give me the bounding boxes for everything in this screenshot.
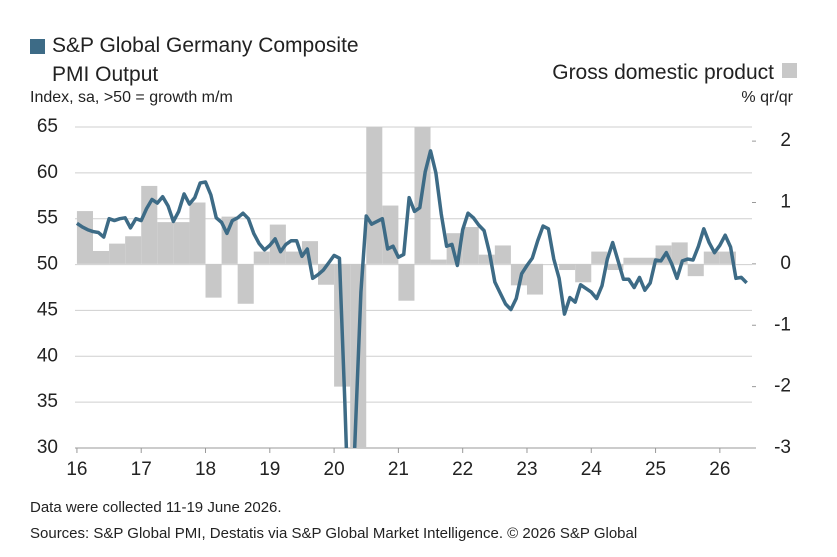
- x-tick-label: 26: [709, 459, 730, 480]
- x-tick-label: 19: [259, 459, 280, 480]
- bar: [623, 257, 640, 264]
- bar: [285, 251, 302, 264]
- bar: [591, 251, 608, 264]
- x-tick-label: 25: [645, 459, 666, 480]
- bar: [398, 263, 415, 301]
- bar: [607, 263, 624, 271]
- bar: [76, 211, 94, 264]
- x-tick-label: 17: [131, 459, 152, 480]
- bar: [125, 236, 142, 264]
- legend-label: Gross domestic product: [552, 61, 774, 84]
- bar: [157, 222, 174, 264]
- x-tick-label: 16: [66, 459, 87, 480]
- x-tick-label: 23: [516, 459, 537, 480]
- legend-item: Gross domestic product: [552, 59, 797, 87]
- y-tick-label: 40: [37, 345, 58, 366]
- y-tick-label: 35: [37, 391, 58, 412]
- bar: [462, 227, 479, 264]
- x-tick-label: 24: [581, 459, 603, 480]
- bar: [173, 222, 190, 264]
- bar: [109, 243, 126, 264]
- bar: [575, 263, 592, 283]
- bar: [559, 263, 576, 271]
- bar: [205, 263, 222, 298]
- bar: [639, 257, 656, 264]
- x-tick-label: 20: [324, 459, 345, 480]
- bar: [526, 263, 544, 295]
- y2-axis-label: % qr/qr: [741, 89, 793, 106]
- legend-swatch: [782, 63, 797, 78]
- y2-tick-label: -2: [774, 376, 791, 397]
- bar: [141, 185, 158, 264]
- line: [75, 149, 748, 448]
- bar: [478, 254, 495, 264]
- y-tick-label: 60: [37, 162, 58, 183]
- x-tick-label: 22: [452, 459, 473, 480]
- bar: [671, 242, 688, 264]
- y2-tick-label: 1: [780, 192, 791, 213]
- y-tick-label: 30: [37, 437, 58, 458]
- y2-tick-label: 2: [780, 130, 791, 151]
- legend-item: S&P Global Germany Composite PMI Output: [30, 31, 400, 89]
- bar: [237, 263, 254, 304]
- y2-tick-label: 0: [780, 253, 791, 274]
- bar: [189, 202, 206, 264]
- bar: [253, 251, 270, 264]
- bar: [703, 251, 720, 264]
- note: Data were collected 11-19 June 2026.: [30, 499, 282, 516]
- y2-tick-label: -1: [774, 314, 791, 335]
- y-axis-label: Index, sa, >50 = growth m/m: [30, 89, 233, 106]
- bar: [687, 263, 704, 277]
- y2-tick-label: -3: [774, 437, 791, 458]
- y-tick-label: 65: [37, 116, 58, 137]
- y-tick-label: 55: [37, 208, 58, 229]
- legend-swatch: [30, 39, 45, 54]
- bar: [430, 259, 447, 264]
- bar: [93, 250, 110, 264]
- y-tick-label: 50: [37, 254, 58, 275]
- bar: [301, 241, 319, 264]
- bar: [366, 127, 383, 264]
- bar: [494, 245, 511, 264]
- x-tick-label: 18: [195, 459, 216, 480]
- y-tick-label: 45: [37, 299, 58, 320]
- x-tick-label: 21: [388, 459, 409, 480]
- note: Sources: S&P Global PMI, Destatis via S&…: [30, 525, 637, 542]
- legend-label: S&P Global Germany Composite PMI Output: [52, 34, 359, 86]
